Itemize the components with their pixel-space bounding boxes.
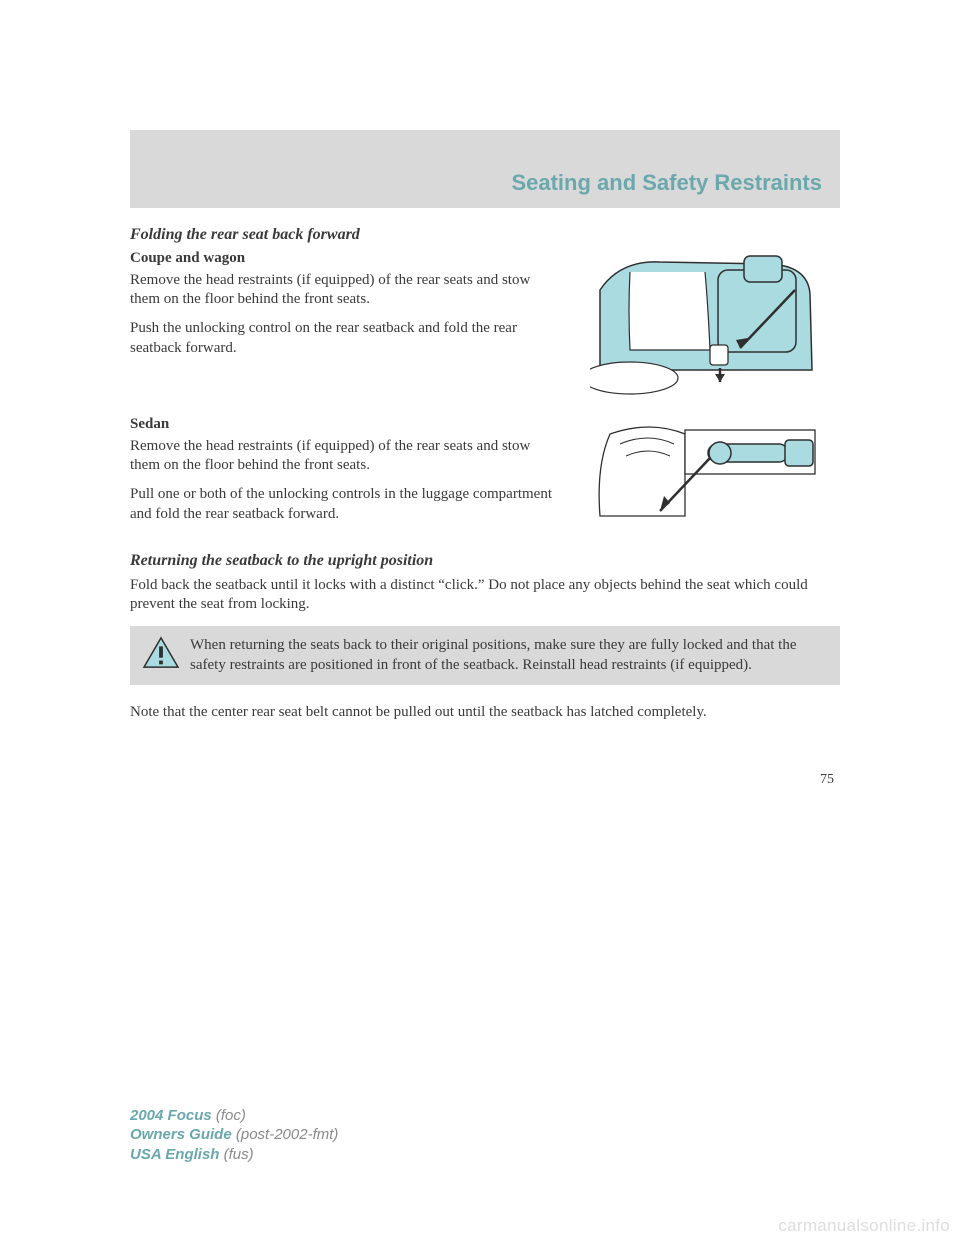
sedan-text: Sedan Remove the head restraints (if equ… bbox=[130, 416, 556, 536]
footer-line-1: 2004 Focus (foc) bbox=[130, 1106, 338, 1126]
section-heading-folding: Folding the rear seat back forward bbox=[130, 226, 840, 244]
warning-text: When returning the seats back to their o… bbox=[190, 636, 828, 674]
footer-block: 2004 Focus (foc) Owners Guide (post-2002… bbox=[130, 1106, 338, 1165]
coupe-wagon-block: Coupe and wagon Remove the head restrain… bbox=[130, 250, 840, 400]
chapter-title: Seating and Safety Restraints bbox=[511, 170, 822, 196]
footer-lang: USA English bbox=[130, 1146, 219, 1163]
para-sedan-1: Remove the head restraints (if equipped)… bbox=[130, 437, 556, 475]
para-sedan-2: Pull one or both of the unlocking contro… bbox=[130, 485, 556, 523]
illustration-luggage-control bbox=[580, 416, 840, 536]
sub-heading-coupe-wagon: Coupe and wagon bbox=[130, 250, 556, 267]
footer-guide: Owners Guide bbox=[130, 1126, 232, 1143]
header-band: Seating and Safety Restraints bbox=[130, 130, 840, 208]
warning-callout: When returning the seats back to their o… bbox=[130, 626, 840, 684]
para-return-1: Fold back the seatback until it locks wi… bbox=[130, 576, 840, 614]
footer-model: 2004 Focus bbox=[130, 1107, 212, 1124]
luggage-control-icon bbox=[590, 416, 830, 536]
footer-lang-code: (fus) bbox=[224, 1146, 254, 1163]
watermark: carmanualsonline.info bbox=[778, 1216, 950, 1236]
sub-heading-sedan: Sedan bbox=[130, 416, 556, 433]
para-coupe-1: Remove the head restraints (if equipped)… bbox=[130, 271, 556, 309]
illustration-rear-seat bbox=[580, 250, 840, 400]
manual-page: Seating and Safety Restraints Folding th… bbox=[0, 0, 960, 788]
coupe-wagon-text: Coupe and wagon Remove the head restrain… bbox=[130, 250, 556, 400]
footer-guide-code: (post-2002-fmt) bbox=[236, 1126, 339, 1143]
sedan-block: Sedan Remove the head restraints (if equ… bbox=[130, 416, 840, 536]
para-coupe-2: Push the unlocking control on the rear s… bbox=[130, 319, 556, 357]
footer-model-code: (foc) bbox=[216, 1107, 246, 1124]
section-heading-returning: Returning the seatback to the upright po… bbox=[130, 552, 840, 570]
warning-icon bbox=[142, 636, 180, 670]
footer-line-2: Owners Guide (post-2002-fmt) bbox=[130, 1125, 338, 1145]
para-return-2: Note that the center rear seat belt cann… bbox=[130, 703, 840, 722]
rear-seat-icon bbox=[590, 250, 830, 400]
page-number: 75 bbox=[130, 772, 840, 788]
footer-line-3: USA English (fus) bbox=[130, 1145, 338, 1165]
